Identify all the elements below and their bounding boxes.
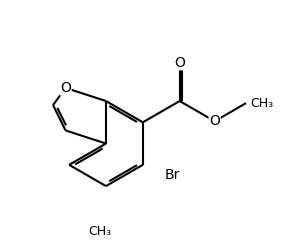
Text: Br: Br — [164, 168, 179, 182]
Text: O: O — [209, 114, 220, 128]
Text: O: O — [174, 56, 185, 70]
Text: O: O — [60, 81, 71, 95]
Text: CH₃: CH₃ — [88, 225, 112, 238]
Text: CH₃: CH₃ — [250, 97, 274, 110]
